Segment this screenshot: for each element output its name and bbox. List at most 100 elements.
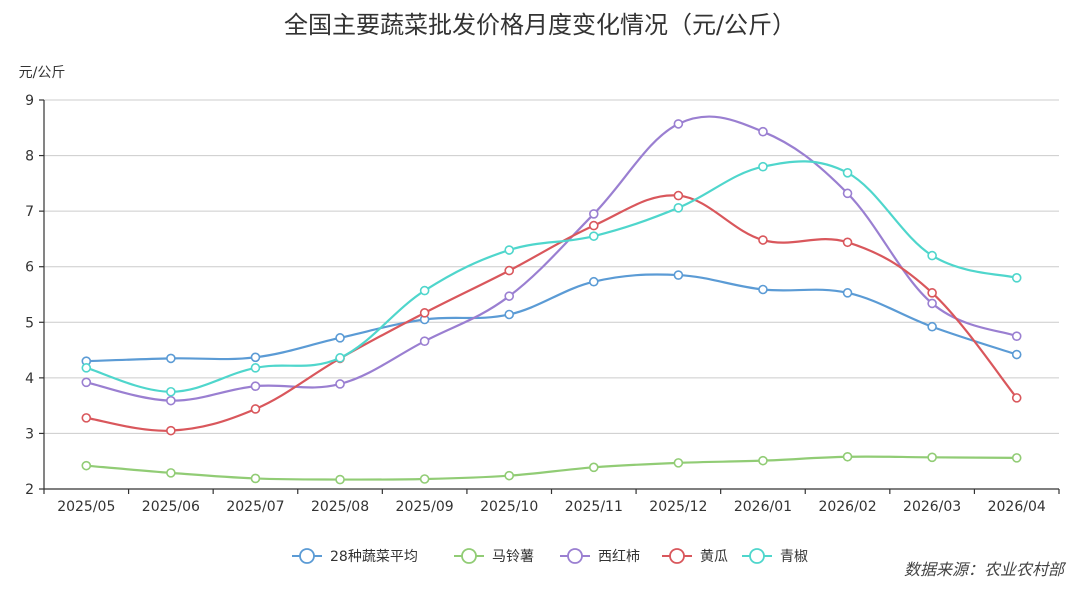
data-point: [1011, 453, 1022, 463]
x-tick-label: 2025/06: [142, 499, 200, 515]
data-point: [335, 474, 345, 485]
data-point: [1011, 273, 1022, 283]
legend-item: 西红柿: [560, 548, 640, 565]
x-tick-label: 2026/04: [988, 499, 1046, 515]
data-point: [335, 333, 345, 343]
legend: 28种蔬菜平均 马铃薯 西红柿 黄瓜 青椒: [292, 548, 808, 565]
data-point: [588, 276, 599, 287]
legend-label: 西红柿: [598, 548, 640, 565]
data-point: [758, 126, 768, 137]
data-point: [166, 425, 176, 436]
legend-marker: [669, 548, 685, 564]
y-tick-label: 7: [25, 204, 34, 220]
data-point: [588, 462, 599, 473]
x-tick-label: 2026/02: [818, 499, 876, 515]
data-point: [250, 404, 261, 414]
data-point: [504, 245, 515, 255]
data-point: [250, 381, 261, 391]
data-point: [673, 270, 684, 280]
data-point: [419, 336, 430, 346]
legend-item: 黄瓜: [662, 548, 728, 565]
x-tick-label: 2025/07: [226, 499, 284, 515]
data-point: [250, 473, 261, 484]
series-2: [81, 451, 1022, 485]
data-point: [504, 309, 515, 320]
data-point: [758, 284, 768, 295]
data-point: [419, 285, 430, 296]
data-point: [927, 250, 937, 261]
series-3: [81, 115, 1022, 406]
data-point: [588, 209, 599, 219]
y-tick-label: 9: [25, 93, 34, 109]
data-point: [927, 298, 937, 309]
data-point: [81, 363, 92, 373]
data-point: [81, 377, 92, 388]
series-line: [86, 455, 1017, 481]
x-tick-label: 2025/05: [57, 499, 115, 515]
data-point: [842, 288, 853, 298]
legend-label: 青椒: [780, 549, 808, 565]
data-point: [504, 470, 515, 481]
data-point: [927, 452, 937, 463]
data-point: [927, 288, 937, 298]
x-tick-label: 2025/10: [480, 499, 538, 515]
data-point: [419, 308, 430, 318]
data-point: [335, 379, 345, 389]
data-point: [166, 386, 176, 397]
data-point: [504, 291, 515, 301]
data-point: [166, 353, 176, 364]
data-point: [419, 474, 430, 484]
data-point: [166, 395, 176, 406]
legend-marker: [299, 548, 315, 564]
data-point: [81, 413, 92, 423]
data-point: [250, 352, 261, 363]
y-tick-label: 4: [25, 371, 34, 387]
data-point: [758, 161, 768, 172]
data-point: [927, 321, 937, 332]
gridlines: [44, 99, 1059, 434]
y-tick-label: 8: [25, 149, 34, 165]
x-tick-label: 2026/01: [734, 499, 792, 515]
x-tick-label: 2025/09: [396, 499, 454, 515]
data-point: [1011, 393, 1022, 403]
data-point: [1011, 331, 1022, 341]
series-4: [81, 190, 1022, 436]
legend-label: 28种蔬菜平均: [330, 549, 418, 565]
data-point: [673, 190, 684, 201]
legend-item: 青椒: [742, 548, 808, 565]
data-point: [842, 237, 853, 248]
legend-item: 马铃薯: [454, 548, 534, 565]
legend-label: 马铃薯: [492, 549, 534, 565]
legend-marker: [567, 548, 583, 564]
x-tick-label: 2026/03: [903, 499, 961, 515]
x-tick-label: 2025/11: [565, 499, 623, 515]
y-tick-label: 6: [25, 260, 34, 276]
legend-marker: [461, 548, 477, 564]
data-point: [758, 235, 768, 245]
x-tick-label: 2025/12: [649, 499, 707, 515]
series-1: [81, 270, 1022, 366]
y-tick-label: 2: [25, 482, 34, 498]
legend-marker: [749, 548, 765, 564]
y-tick-label: 5: [25, 315, 34, 331]
x-tick-label: 2025/08: [311, 499, 369, 515]
data-point: [1011, 349, 1022, 360]
series-line: [86, 273, 1018, 363]
series-line: [85, 160, 1017, 393]
series-lines: [81, 115, 1022, 485]
data-point: [588, 220, 599, 231]
data-point: [673, 119, 684, 129]
data-point: [335, 353, 345, 363]
y-tick-label: 3: [25, 426, 34, 442]
data-point: [842, 188, 853, 199]
data-point: [673, 203, 684, 213]
data-source-note: 数据来源：农业农村部: [904, 560, 1067, 579]
data-point: [842, 451, 853, 462]
data-point: [250, 363, 261, 373]
data-point: [504, 265, 515, 276]
axes: 2 3 4 5 6 7 8 9 2025/05 2025/06 2025/07 2025/08 2025…: [25, 93, 1060, 515]
legend-item: 28种蔬菜平均: [292, 548, 418, 565]
data-point: [81, 460, 92, 471]
data-point: [673, 458, 684, 468]
